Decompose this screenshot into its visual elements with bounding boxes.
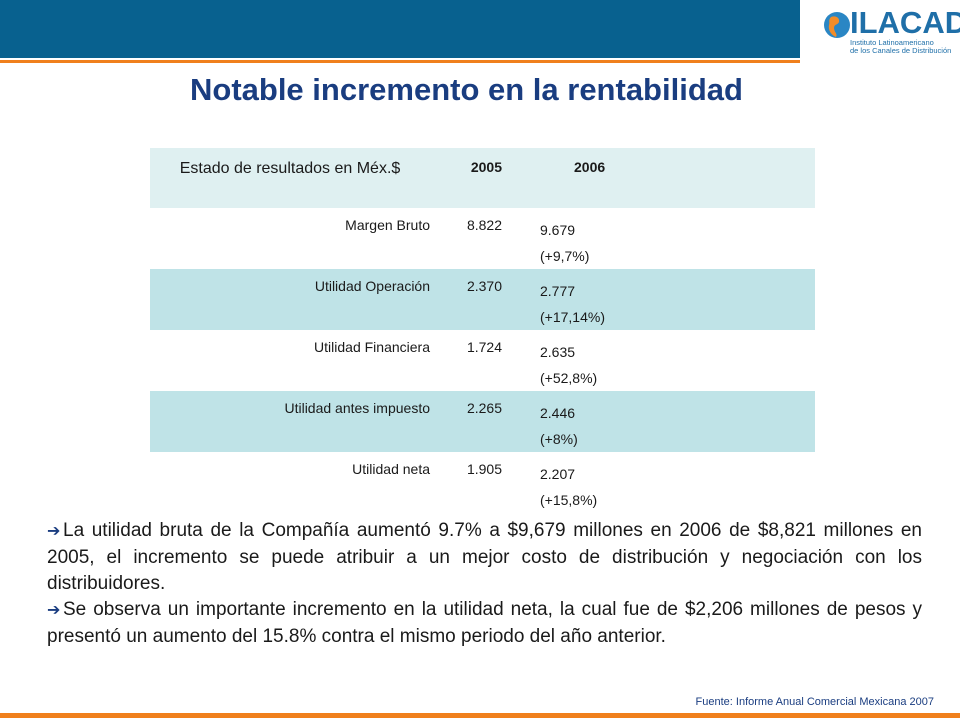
- value-2006: 9.679: [540, 222, 576, 238]
- logo: ILACAD Instituto Latinoamericano de los …: [806, 0, 960, 60]
- value-2006: 2.446: [540, 405, 576, 421]
- change-percent: (+17,14%): [540, 309, 605, 325]
- header-bar: [0, 0, 800, 58]
- value-2005: 8.822: [466, 217, 502, 233]
- footer-accent-line: [0, 713, 960, 718]
- table-header-row: Estado de resultados en Méx.$ 2005 2006: [150, 148, 815, 208]
- value-2006: 2.777: [540, 283, 576, 299]
- header-accent-line: [0, 60, 800, 63]
- value-2006-cell: 9.679 (+9,7%): [502, 208, 815, 269]
- change-percent: (+9,7%): [540, 248, 590, 264]
- change-percent: (+8%): [540, 431, 578, 447]
- table-row: Utilidad antes impuesto 2.265 2.446 (+8%…: [150, 391, 815, 452]
- value-2006: 2.207: [540, 466, 576, 482]
- results-table: Estado de resultados en Méx.$ 2005 2006 …: [150, 148, 815, 513]
- table-row: Margen Bruto 8.822 9.679 (+9,7%): [150, 208, 815, 269]
- arrow-right-icon: ➔: [47, 602, 61, 619]
- table-row: Utilidad Financiera 1.724 2.635 (+52,8%): [150, 330, 815, 391]
- header-year-2006: 2006: [574, 159, 606, 175]
- value-2006: 2.635: [540, 344, 576, 360]
- value-2005: 2.370: [466, 278, 502, 294]
- table-row: Utilidad neta 1.905 2.207 (+15,8%): [150, 452, 815, 513]
- value-2006-cell: 2.777 (+17,14%): [502, 269, 815, 330]
- bullet-list: ➔ La utilidad bruta de la Compañía aument…: [47, 518, 922, 650]
- value-2005: 1.724: [466, 339, 502, 355]
- row-label: Utilidad antes impuesto: [284, 400, 430, 416]
- change-percent: (+15,8%): [540, 492, 598, 508]
- globe-icon: [824, 12, 850, 38]
- logo-subtitle-line2: de los Canales de Distribución: [850, 46, 952, 55]
- arrow-right-icon: ➔: [47, 523, 61, 540]
- logo-subtitle-line1: Instituto Latinoamericano: [850, 38, 934, 47]
- value-2006-cell: 2.207 (+15,8%): [502, 452, 815, 513]
- table-row: Utilidad Operación 2.370 2.777 (+17,14%): [150, 269, 815, 330]
- value-2005: 1.905: [466, 461, 502, 477]
- header-label: Estado de resultados en Méx.$: [179, 160, 401, 177]
- header-year-2005: 2005: [470, 159, 502, 175]
- page-title: Notable incremento en la rentabilidad: [190, 72, 743, 107]
- value-2006-cell: 2.446 (+8%): [502, 391, 815, 452]
- logo-wordmark: ILACAD: [850, 5, 960, 40]
- value-2005: 2.265: [466, 400, 502, 416]
- bullet-item: ➔ Se observa un importante incremento en …: [47, 597, 922, 650]
- row-label: Utilidad Operación: [314, 278, 430, 294]
- bullet-text: Se observa un importante incremento en l…: [47, 599, 922, 647]
- bullet-text: La utilidad bruta de la Compañía aumentó…: [47, 520, 922, 594]
- value-2006-cell: 2.635 (+52,8%): [502, 330, 815, 391]
- bullet-item: ➔ La utilidad bruta de la Compañía aument…: [47, 518, 922, 597]
- row-label: Margen Bruto: [345, 217, 430, 233]
- row-label: Utilidad neta: [352, 461, 430, 477]
- change-percent: (+52,8%): [540, 370, 598, 386]
- row-label: Utilidad Financiera: [314, 339, 430, 355]
- source-note: Fuente: Informe Anual Comercial Mexicana…: [695, 696, 934, 708]
